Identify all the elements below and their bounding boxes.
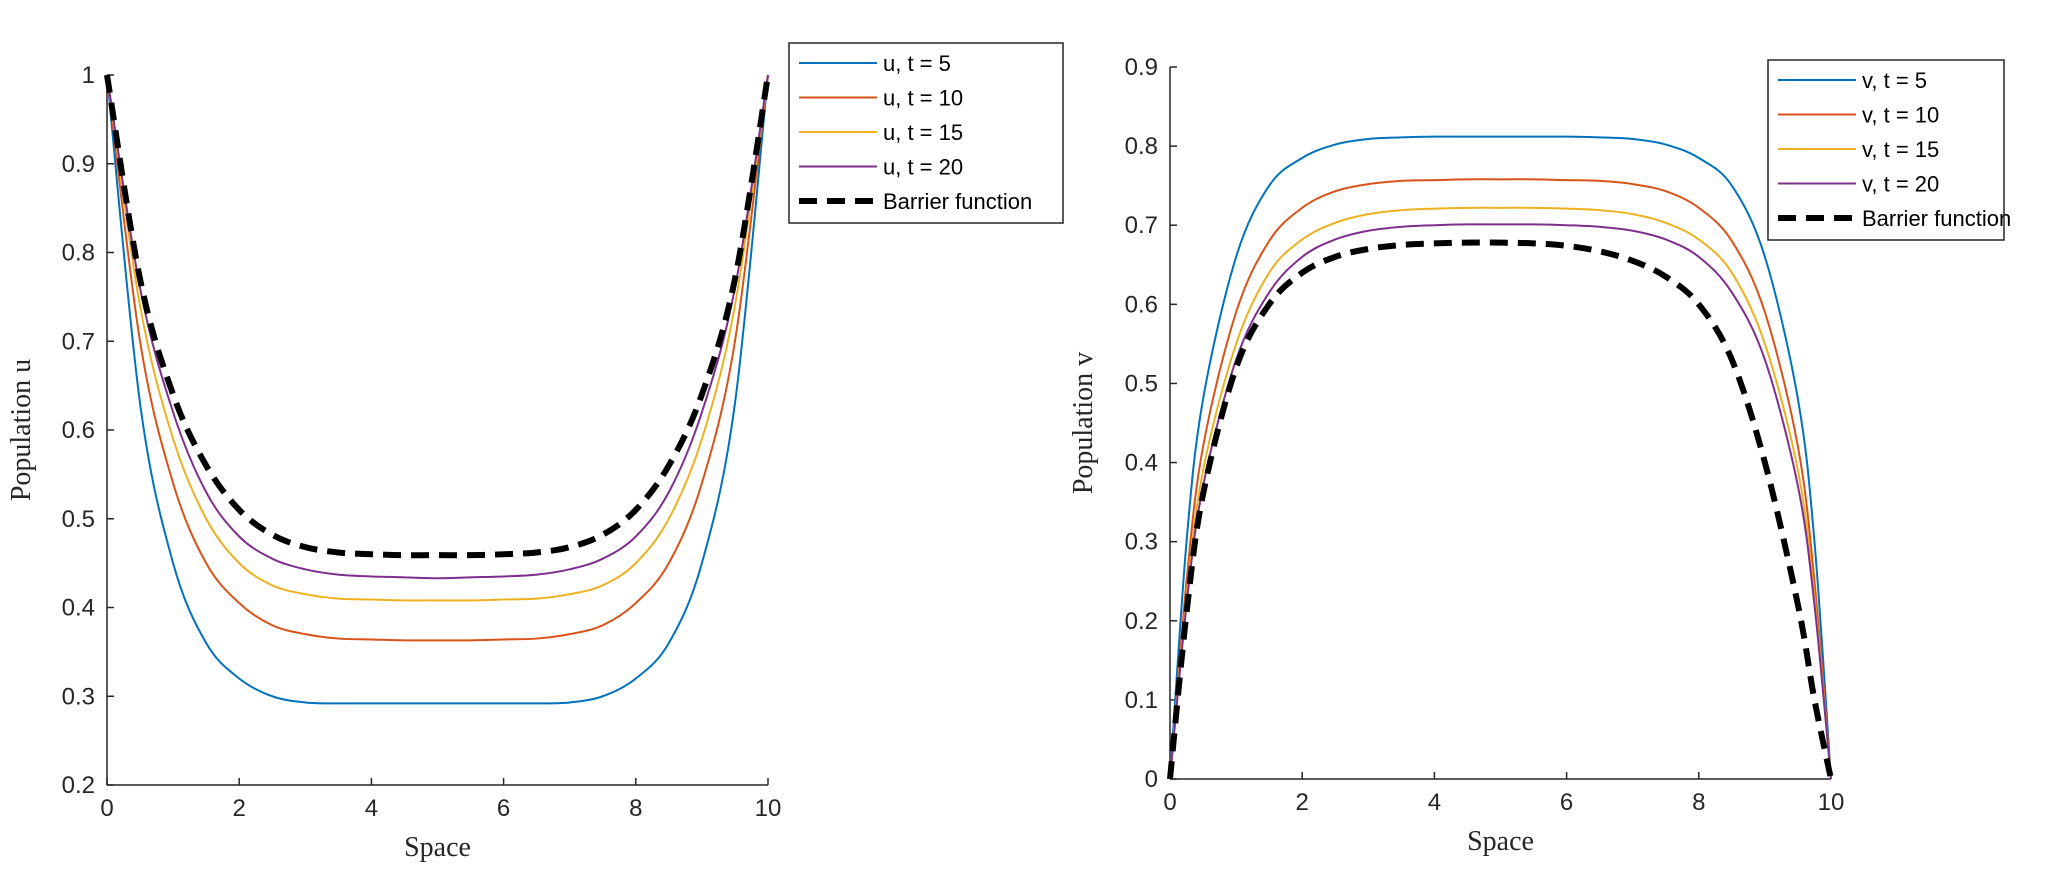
series-line-5 — [1167, 239, 1834, 780]
series-line-1 — [1169, 135, 1832, 780]
legend-label-5: Barrier function — [1862, 206, 2011, 231]
chart-v: 0 2 4 6 8 10 0 0.1 0.2 0.3 0.4 0.5 0.6 0.7 0.8 0.9 Space… — [1068, 54, 2011, 857]
y-tick-label: 0.2 — [1125, 608, 1158, 635]
y-tick-label: 0.8 — [1125, 133, 1158, 160]
legend: v, t = 5 v, t = 10 v, t = 15 v, t = 20 Barri… — [1767, 59, 2011, 241]
x-tick-label: 0 — [100, 795, 113, 822]
x-axis-label: Space — [1467, 826, 1534, 857]
y-tick-label: 0.3 — [1125, 529, 1158, 556]
y-tick-label: 1 — [82, 62, 95, 89]
legend-label-2: v, t = 10 — [1862, 103, 1939, 128]
series-line-5 — [104, 74, 771, 559]
y-tick-label: 0.7 — [1125, 212, 1158, 239]
y-tick-label: 0 — [1145, 766, 1158, 793]
x-tick-label: 8 — [629, 795, 642, 822]
x-tick-label: 10 — [755, 795, 782, 822]
y-axis-label: Population u — [6, 359, 37, 501]
y-tick-label: 0.6 — [62, 417, 95, 444]
y-tick-label: 0.4 — [62, 595, 95, 622]
legend-label-4: v, t = 20 — [1862, 172, 1939, 197]
series-line-2 — [106, 74, 769, 642]
x-tick-label: 2 — [233, 795, 246, 822]
x-tick-label: 8 — [1692, 789, 1705, 816]
legend-label-5: Barrier function — [883, 189, 1032, 214]
y-tick-label: 0.5 — [62, 506, 95, 533]
y-tick-label: 0.3 — [62, 683, 95, 710]
legend-label-3: u, t = 15 — [883, 120, 963, 145]
y-tick-label: 0.4 — [1125, 450, 1158, 477]
legend-label-1: v, t = 5 — [1862, 68, 1927, 93]
y-tick-label: 0.2 — [62, 772, 95, 799]
x-tick-label: 10 — [1818, 789, 1845, 816]
series-line-3 — [106, 74, 769, 602]
y-tick-label: 0.1 — [1125, 687, 1158, 714]
x-tick-label: 2 — [1296, 789, 1309, 816]
x-tick-label: 6 — [1560, 789, 1573, 816]
y-tick-label: 0.7 — [62, 328, 95, 355]
y-tick-label: 0.6 — [1125, 291, 1158, 318]
legend-label-4: u, t = 20 — [883, 155, 963, 180]
y-axis-label: Population v — [1068, 352, 1099, 494]
series-line-1 — [106, 74, 769, 705]
x-tick-label: 6 — [497, 795, 510, 822]
series-line-4 — [106, 74, 769, 580]
y-tick-label: 0.8 — [62, 240, 95, 267]
y-tick-label: 0.9 — [1125, 54, 1158, 81]
x-tick-label: 4 — [365, 795, 378, 822]
x-tick-label: 4 — [1428, 789, 1441, 816]
legend-label-3: v, t = 15 — [1862, 137, 1939, 162]
series-line-3 — [1169, 206, 1832, 780]
legend: u, t = 5 u, t = 10 u, t = 15 u, t = 20 Barri… — [788, 42, 1064, 224]
y-tick-label: 0.9 — [62, 151, 95, 178]
legend-label-1: u, t = 5 — [883, 51, 951, 76]
chart-u: 0 2 4 6 8 10 0.2 0.3 0.4 0.5 0.6 0.7 0.8 0.9 1 Space Pop… — [6, 42, 1064, 863]
x-tick-label: 0 — [1163, 789, 1176, 816]
series-line-4 — [1169, 223, 1832, 780]
x-axis-label: Space — [404, 832, 471, 863]
series-line-2 — [1169, 178, 1832, 780]
legend-label-2: u, t = 10 — [883, 86, 963, 111]
y-tick-label: 0.5 — [1125, 370, 1158, 397]
